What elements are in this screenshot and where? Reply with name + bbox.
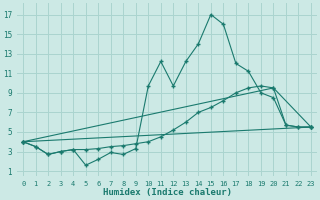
X-axis label: Humidex (Indice chaleur): Humidex (Indice chaleur) bbox=[102, 188, 232, 197]
